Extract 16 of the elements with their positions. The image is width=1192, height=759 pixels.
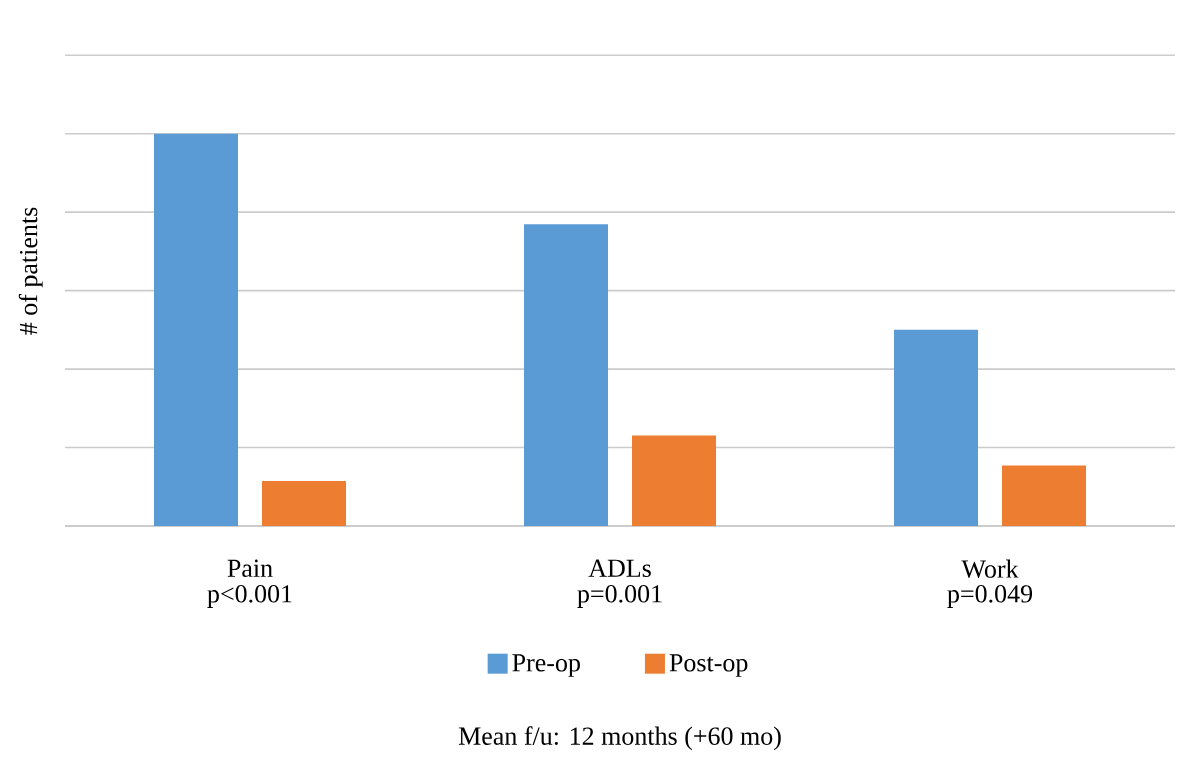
text: p=0.049: [947, 585, 1033, 608]
x-tick-label: ADLs: [588, 559, 651, 578]
text: p<0.001: [207, 585, 292, 608]
bar: [262, 480, 347, 527]
legend-label: Pre-op: [512, 654, 580, 677]
text: Mean f/u: 12 months (+60 mo): [458, 726, 781, 751]
bar: [1002, 465, 1087, 527]
x-tick-label: Work: [961, 559, 1019, 579]
bar: [894, 329, 979, 527]
y-axis-title: # of patients: [18, 207, 43, 335]
bar: [632, 435, 717, 527]
bar: [524, 224, 609, 527]
legend-label: Post-op: [669, 654, 748, 677]
bar: [154, 133, 239, 527]
x-tick-label: Pain: [227, 559, 273, 578]
text: p=0.001: [577, 585, 662, 608]
